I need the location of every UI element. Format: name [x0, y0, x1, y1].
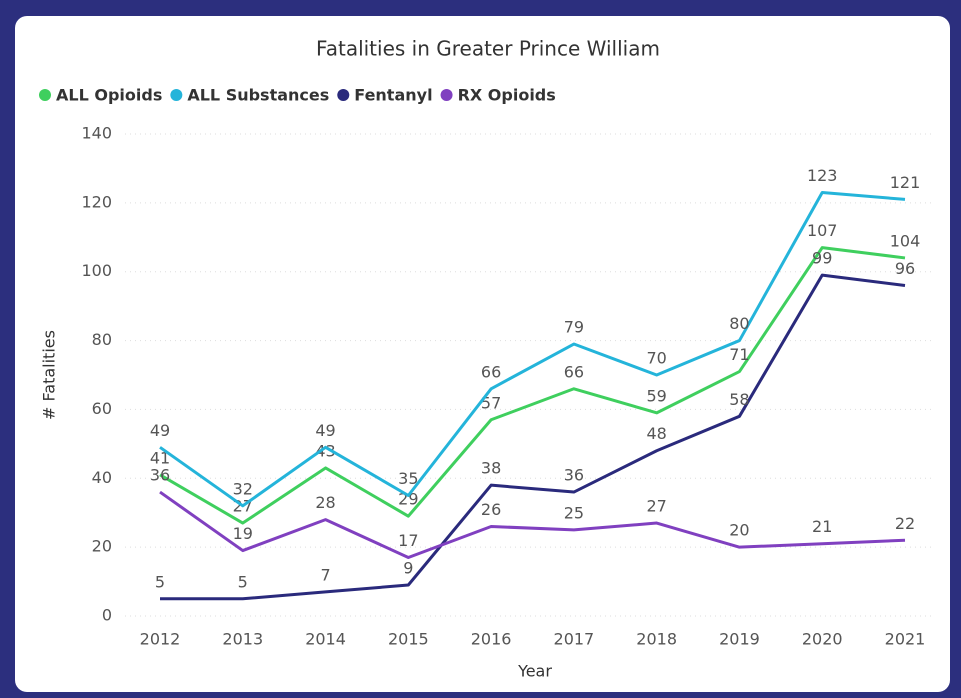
y-axis-label: # Fatalities	[40, 330, 59, 420]
series-line	[159, 490, 906, 559]
data-label: 43	[315, 441, 335, 460]
y-tick-label: 140	[81, 124, 112, 143]
data-label: 25	[564, 503, 584, 522]
data-label: 9	[403, 559, 413, 578]
legend-marker	[337, 89, 350, 101]
data-label: 21	[812, 517, 832, 536]
data-label: 49	[315, 421, 335, 440]
data-label: 121	[890, 173, 921, 192]
series-line	[160, 273, 906, 601]
series-line	[159, 246, 906, 525]
data-label: 48	[646, 424, 666, 443]
data-label: 5	[238, 572, 248, 591]
legend-marker	[440, 89, 453, 101]
data-label: 66	[564, 362, 584, 381]
y-tick-label: 80	[92, 330, 112, 349]
data-label: 20	[729, 521, 749, 540]
x-tick-label: 2020	[802, 630, 843, 649]
data-label: 38	[481, 459, 501, 478]
data-label: 32	[233, 479, 253, 498]
legend-label: ALL Opioids	[56, 86, 162, 105]
y-tick-label: 20	[92, 537, 112, 556]
y-tick-label: 120	[81, 192, 112, 211]
y-tick-label: 0	[102, 606, 112, 625]
y-tick-label: 60	[92, 399, 112, 418]
data-label: 28	[315, 493, 335, 512]
legend-label: RX Opioids	[458, 86, 556, 105]
x-tick-label: 2016	[471, 630, 512, 649]
x-tick-label: 2018	[636, 630, 677, 649]
data-label: 5	[155, 572, 165, 591]
chart-title: Fatalities in Greater Prince William	[316, 37, 660, 61]
legend-marker	[39, 89, 51, 101]
data-label: 80	[729, 314, 749, 333]
data-label: 79	[564, 318, 584, 337]
data-label: 41	[150, 448, 170, 467]
data-label: 57	[481, 393, 501, 412]
data-label: 58	[729, 390, 749, 409]
data-label: 26	[481, 500, 501, 519]
data-label: 70	[646, 349, 666, 368]
legend-label: Fentanyl	[354, 86, 432, 105]
data-label: 49	[150, 421, 170, 440]
data-label: 104	[890, 231, 921, 250]
y-tick-label: 40	[92, 468, 112, 487]
y-tick-label: 100	[81, 261, 112, 280]
x-tick-label: 2013	[222, 630, 263, 649]
data-label: 96	[895, 259, 915, 278]
data-label: 17	[398, 531, 418, 550]
chart-panel	[15, 16, 950, 692]
legend-label: ALL Substances	[187, 86, 329, 105]
data-label: 59	[646, 386, 666, 405]
x-tick-label: 2019	[719, 630, 760, 649]
data-label: 36	[564, 466, 584, 485]
data-label: 36	[150, 466, 170, 485]
legend-marker	[170, 89, 183, 101]
data-label: 29	[398, 490, 418, 509]
data-label: 107	[807, 221, 838, 240]
x-tick-label: 2015	[388, 630, 429, 649]
x-axis-label: Year	[517, 662, 552, 681]
data-label: 22	[895, 514, 915, 533]
data-label: 19	[233, 524, 253, 543]
data-label: 66	[481, 362, 501, 381]
data-label: 7	[320, 565, 330, 584]
x-tick-label: 2017	[554, 630, 595, 649]
data-label: 27	[646, 497, 666, 516]
series-line	[159, 191, 906, 508]
x-tick-label: 2014	[305, 630, 346, 649]
x-tick-label: 2021	[885, 630, 926, 649]
data-label: 71	[729, 345, 749, 364]
data-label: 123	[807, 166, 838, 185]
x-tick-label: 2012	[140, 630, 181, 649]
data-label: 35	[398, 469, 418, 488]
data-label: 99	[812, 249, 832, 268]
